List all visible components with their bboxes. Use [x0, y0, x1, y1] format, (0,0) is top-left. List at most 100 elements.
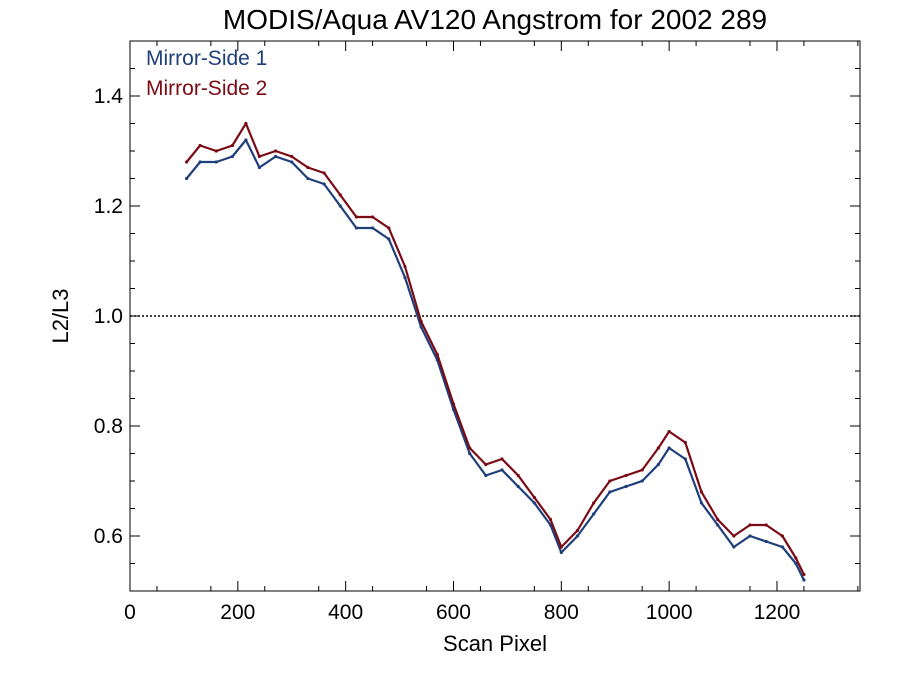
series-2-point [794, 556, 798, 560]
series-2-point [699, 490, 704, 494]
series-1-point [667, 446, 671, 450]
y-tick-label: 1.0 [94, 305, 123, 328]
series-1-point [257, 165, 261, 170]
series-2-point [290, 154, 294, 159]
series-1-point [290, 160, 294, 164]
series-1-point [403, 275, 407, 280]
series-1-point [656, 462, 660, 467]
series-2-point [716, 517, 720, 522]
series-2-point [667, 429, 671, 434]
series-1-point [419, 325, 423, 329]
series-2-point [640, 468, 644, 472]
series-1-point [794, 561, 798, 566]
y-tick-label: 1.2 [94, 195, 123, 218]
series-2-point [468, 446, 472, 450]
chart-title: MODIS/Aqua AV120 Angstrom for 2002 289 [223, 4, 767, 35]
series-1-point [592, 512, 596, 516]
series-2-point [257, 154, 261, 159]
series-1-point [764, 539, 768, 544]
x-tick-label: 600 [436, 601, 471, 624]
series-1-point [640, 479, 644, 483]
legend: Mirror-Side 1 Mirror-Side 2 [146, 47, 267, 100]
series-2-point [484, 462, 488, 467]
series-1-point [780, 545, 784, 549]
series-1-point [185, 176, 189, 181]
series-2-point [656, 446, 660, 450]
series-1-point [802, 578, 806, 582]
series-1-point [516, 484, 520, 489]
series-1-point [306, 176, 310, 181]
series-2-point [575, 528, 580, 533]
series-lines [185, 121, 806, 582]
series-2-point [592, 501, 596, 505]
series-2-point [354, 215, 359, 219]
series-2-point [451, 402, 456, 406]
series-2-point [214, 149, 218, 153]
x-tick-label: 200 [220, 601, 255, 624]
series-2-point [338, 193, 342, 197]
x-tick-label: 1200 [754, 601, 801, 624]
y-tick-label: 1.4 [94, 85, 124, 108]
series-2-point [500, 457, 504, 461]
series-2-point [608, 479, 612, 483]
series-1-point [387, 237, 391, 241]
legend-mirror-side-2: Mirror-Side 2 [146, 77, 267, 100]
series-2-point [198, 143, 202, 148]
series-2-point [419, 319, 423, 324]
series-1-point [338, 204, 342, 208]
series-1-point [500, 468, 504, 472]
y-tick-label: 0.8 [94, 415, 123, 438]
series-2-point [516, 473, 520, 478]
series-2-point [548, 517, 553, 522]
series-1-point [214, 160, 218, 164]
series-2-point [780, 534, 784, 538]
series-2-point [802, 572, 806, 577]
series-2-point [624, 473, 628, 478]
series-1-point [683, 457, 687, 461]
series-line-1 [185, 138, 805, 581]
x-tick-label: 800 [544, 601, 579, 624]
series-line-2 [185, 122, 805, 575]
series-1-point [748, 534, 752, 538]
series-2-point [559, 545, 563, 549]
x-tick-label: 0 [124, 601, 136, 624]
series-1-point [354, 226, 359, 230]
series-2-point [532, 495, 536, 500]
series-1-point [716, 523, 720, 527]
x-tick-label: 1000 [646, 601, 693, 624]
series-1-point [322, 182, 326, 186]
series-1-point [608, 490, 612, 494]
series-1-point [273, 154, 278, 159]
axis-ticks: 0 200 400 600 800 1000 1200 0.6 0.8 1.0 1.2 1.4 [94, 41, 860, 624]
series-1-point [230, 154, 235, 159]
series-1-point [244, 138, 248, 142]
series-2-point [273, 149, 278, 153]
series-1-point [371, 226, 375, 230]
series-2-point [748, 523, 752, 527]
series-2-point [683, 440, 687, 445]
series-1-point [484, 473, 488, 478]
series-2-point [732, 534, 736, 538]
series-2-point [306, 165, 310, 170]
series-1-point [559, 550, 563, 555]
y-tick-label: 0.6 [94, 525, 123, 548]
x-tick-label: 400 [328, 601, 363, 624]
series-1-point [699, 501, 704, 505]
y-axis-label: L2/L3 [48, 288, 73, 343]
series-1-point [468, 451, 472, 456]
series-1-point [575, 534, 580, 538]
legend-mirror-side-1: Mirror-Side 1 [146, 47, 267, 70]
series-1-point [624, 484, 628, 489]
series-2-point [322, 171, 326, 175]
series-2-point [371, 215, 375, 219]
series-2-point [185, 160, 189, 164]
series-1-point [532, 501, 536, 505]
series-2-point [387, 226, 391, 230]
series-2-point [764, 523, 768, 527]
series-2-point [244, 121, 248, 126]
series-1-point [732, 545, 736, 549]
series-2-point [435, 352, 439, 357]
x-axis-label: Scan Pixel [443, 631, 547, 656]
series-2-point [403, 264, 407, 269]
